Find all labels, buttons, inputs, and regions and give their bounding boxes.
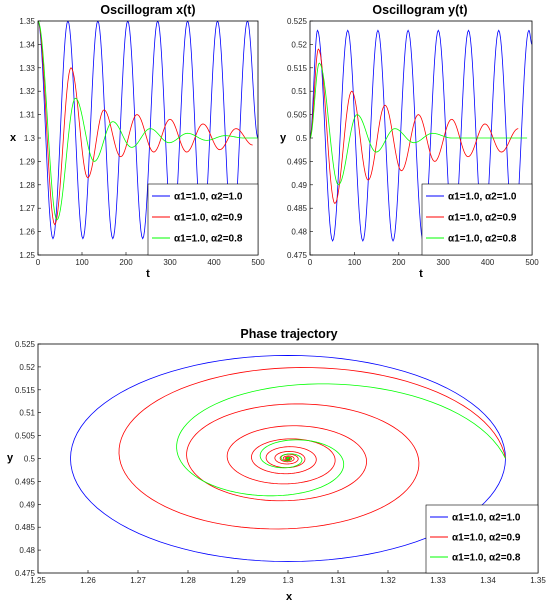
y-tick-label: 0.52 (291, 40, 307, 49)
x-tick-label: 400 (207, 258, 221, 267)
x-tick-label: 200 (392, 258, 406, 267)
x-tick-label: 1.32 (380, 576, 396, 585)
x-tick-label: 1.28 (180, 576, 196, 585)
oscillogram-y-title: Oscillogram y(t) (372, 3, 467, 17)
y-tick-label: 1.28 (19, 181, 35, 190)
legend-label-2: α1=1.0, α2=0.8 (452, 553, 521, 564)
oscillogram-y-ticks: 0 100 200 300 400 500 0.475 0.48 0.485 0.49 0.495 0… (287, 17, 539, 267)
y-tick-label: 0.525 (287, 17, 308, 26)
y-tick-label: 0.52 (19, 363, 35, 372)
y-tick-label: 0.5 (296, 134, 308, 143)
oscillogram-x-series (38, 21, 258, 240)
legend-label-2: α1=1.0, α2=0.8 (174, 234, 243, 245)
phase-trajectory-xlabel: x (286, 591, 293, 603)
y-tick-label: 1.31 (19, 111, 35, 120)
y-tick-label: 0.505 (287, 111, 308, 120)
y-tick-label: 0.505 (15, 432, 36, 441)
x-tick-label: 0 (308, 258, 313, 267)
y-tick-label: 0.51 (291, 87, 307, 96)
oscillogram-x-ticks: 0 100 200 300 400 5001.251.261.271.281.291.31… (19, 17, 265, 267)
series-line-1 (38, 21, 253, 226)
x-tick-label: 0 (36, 258, 41, 267)
phase-trajectory-series (70, 355, 506, 562)
y-tick-label: 0.5 (24, 455, 36, 464)
oscillogram-x-xlabel: t (146, 268, 150, 280)
legend-box (425, 504, 539, 574)
phase-trajectory-ylabel: y (7, 452, 14, 464)
y-tick-label: 0.51 (19, 409, 35, 418)
y-tick-label: 0.49 (291, 181, 307, 190)
series-line-0 (38, 21, 258, 240)
y-tick-label: 0.48 (291, 228, 307, 237)
series-line-0 (70, 355, 506, 562)
y-tick-label: 1.26 (19, 228, 35, 237)
x-tick-label: 400 (481, 258, 495, 267)
phase-trajectory-title: Phase trajectory (240, 327, 337, 341)
phase-trajectory-axes-box (37, 343, 539, 574)
legend-label-0: α1=1.0, α2=1.0 (452, 513, 521, 524)
y-tick-label: 0.495 (15, 477, 36, 486)
oscillogram-y-legend: α1=1.0, α2=1.0 α1=1.0, α2=0.9 α1=1.0, α2=0… (421, 183, 533, 256)
y-tick-label: 1.3 (24, 134, 36, 143)
legend-label-2: α1=1.0, α2=0.8 (448, 234, 517, 245)
x-tick-label: 100 (348, 258, 362, 267)
series-line-2 (38, 21, 258, 221)
y-tick-label: 1.35 (19, 17, 35, 26)
oscillogram-y-panel: Oscillogram y(t) 0 100 200 300 400 500 0.475 0.… (280, 3, 539, 280)
phase-trajectory-panel: Phase trajectory 1.25 1.26 1.27 1.28 1.29 1.3… (7, 327, 546, 603)
x-tick-label: 500 (525, 258, 539, 267)
oscillogram-x-ylabel: x (10, 132, 17, 144)
x-tick-label: 300 (163, 258, 177, 267)
y-tick-label: 1.25 (19, 251, 35, 260)
x-tick-label: 300 (437, 258, 451, 267)
oscillogram-y-ylabel: y (280, 132, 287, 144)
oscillogram-y-xlabel: t (419, 268, 423, 280)
y-tick-label: 0.485 (15, 523, 36, 532)
x-tick-label: 1.26 (80, 576, 96, 585)
y-tick-label: 0.525 (15, 340, 36, 349)
oscillogram-x-panel: Oscillogram x(t) 0 100 200 300 400 500 1.25 1.2… (10, 3, 265, 280)
y-tick-label: 1.27 (19, 204, 35, 213)
x-tick-label: 1.31 (330, 576, 346, 585)
x-tick-label: 1.34 (480, 576, 496, 585)
series-line-2 (176, 383, 506, 497)
series-line-1 (310, 48, 519, 205)
y-tick-label: 1.29 (19, 157, 35, 166)
y-tick-label: 0.48 (19, 546, 35, 555)
x-tick-label: 1.33 (430, 576, 446, 585)
y-tick-label: 0.515 (15, 386, 36, 395)
x-tick-label: 1.3 (282, 576, 294, 585)
series-line-2 (310, 62, 528, 186)
y-tick-label: 0.485 (287, 204, 308, 213)
legend-label-0: α1=1.0, α2=1.0 (174, 192, 243, 203)
y-tick-label: 1.33 (19, 64, 35, 73)
oscillogram-x-legend: α1=1.0, α2=1.0 α1=1.0, α2=0.9 α1=1.0, α2=0… (147, 183, 259, 256)
y-tick-label: 0.49 (19, 500, 35, 509)
legend-label-1: α1=1.0, α2=0.9 (448, 213, 517, 224)
y-tick-label: 0.475 (15, 569, 36, 578)
phase-trajectory-legend: α1=1.0, α2=1.0 α1=1.0, α2=0.9 α1=1.0, α2=0… (425, 504, 539, 574)
x-tick-label: 1.35 (530, 576, 546, 585)
x-tick-label: 1.27 (130, 576, 146, 585)
legend-label-1: α1=1.0, α2=0.9 (174, 213, 243, 224)
y-tick-label: 0.515 (287, 64, 308, 73)
x-tick-label: 500 (251, 258, 265, 267)
y-tick-label: 1.32 (19, 87, 35, 96)
y-tick-label: 0.475 (287, 251, 308, 260)
x-tick-label: 100 (75, 258, 89, 267)
y-tick-label: 0.495 (287, 157, 308, 166)
phase-trajectory-ticks: 1.25 1.26 1.27 1.28 1.29 1.3 1.31 1.32 1.33 1.34 1… (15, 340, 546, 585)
y-tick-label: 1.34 (19, 40, 35, 49)
x-tick-label: 1.29 (230, 576, 246, 585)
x-tick-label: 1.25 (30, 576, 46, 585)
legend-label-1: α1=1.0, α2=0.9 (452, 533, 521, 544)
x-tick-label: 200 (119, 258, 133, 267)
legend-label-0: α1=1.0, α2=1.0 (448, 192, 517, 203)
oscillogram-x-title: Oscillogram x(t) (100, 3, 195, 17)
oscillogram-y-axes-box (309, 20, 533, 256)
